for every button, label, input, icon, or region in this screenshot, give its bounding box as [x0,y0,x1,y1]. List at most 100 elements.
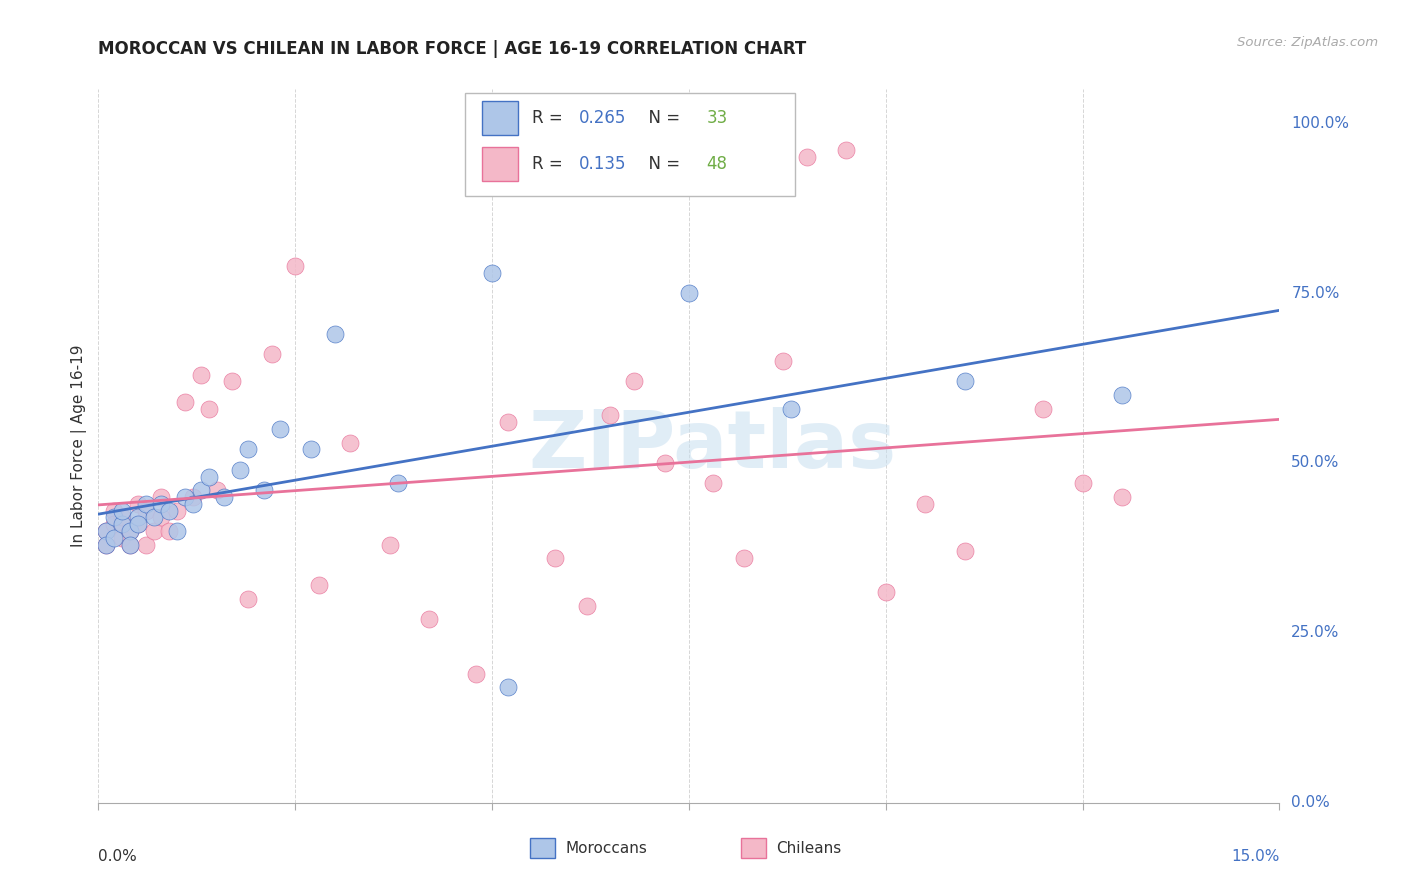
Point [1111,388,1133,402]
Point [190,483,212,498]
Point [157,503,180,517]
Point [127,517,149,532]
Point [127,517,149,532]
Point [118,524,141,538]
Point [284,259,307,273]
Point [229,463,252,477]
Point [236,442,259,457]
Point [269,422,291,436]
Point [96,524,118,538]
Text: 50.0%: 50.0% [1291,456,1340,470]
Point [166,503,188,517]
Text: Chileans: Chileans [776,841,841,855]
Text: 0.0%: 0.0% [1291,796,1330,810]
Text: N =: N = [638,109,686,127]
Point [103,531,125,545]
Text: 15.0%: 15.0% [1232,849,1279,864]
Point [481,266,503,280]
Point [623,375,645,389]
Point [181,490,204,504]
Text: 75.0%: 75.0% [1291,285,1340,301]
Point [914,497,936,511]
Text: 100.0%: 100.0% [1291,116,1350,131]
FancyBboxPatch shape [464,93,796,196]
Text: R =: R = [531,155,568,173]
Point [103,503,125,517]
Point [465,666,488,681]
Point [135,497,157,511]
Text: 33: 33 [707,109,728,127]
Point [253,483,276,498]
Point [190,368,212,382]
Point [308,578,330,592]
Point [96,537,118,551]
Point [127,510,149,524]
Text: N =: N = [638,155,686,173]
Point [150,510,173,524]
Point [953,544,976,558]
Point [953,375,976,389]
Text: Source: ZipAtlas.com: Source: ZipAtlas.com [1237,36,1378,49]
Point [1071,476,1094,491]
Text: 48: 48 [707,155,728,173]
Point [875,585,897,599]
Point [387,476,409,491]
Point [135,537,157,551]
Point [299,442,322,457]
Point [142,524,165,538]
Point [575,599,598,613]
Point [1111,490,1133,504]
Point [214,490,236,504]
Point [174,394,197,409]
Point [221,375,243,389]
Point [118,537,141,551]
Point [796,150,818,164]
Text: R =: R = [531,109,568,127]
Point [733,551,755,566]
Point [323,326,346,341]
Point [166,524,188,538]
Point [1032,401,1054,416]
Bar [482,147,517,181]
Point [260,347,283,361]
Point [135,503,157,517]
Point [496,415,519,429]
Text: 25.0%: 25.0% [1291,625,1340,640]
Point [835,144,858,158]
Text: 0.135: 0.135 [579,155,627,173]
Text: 0.265: 0.265 [579,109,627,127]
Point [678,286,700,301]
Point [544,551,567,566]
Point [378,537,401,551]
Point [118,537,141,551]
Point [111,531,134,545]
Point [197,469,219,483]
Bar [482,101,517,135]
Point [150,490,173,504]
Point [772,354,794,368]
Y-axis label: In Labor Force | Age 16-19: In Labor Force | Age 16-19 [72,344,87,548]
Point [157,524,180,538]
Point [96,524,118,538]
Point [654,456,676,470]
Point [181,497,204,511]
Point [780,401,803,416]
Point [111,503,134,517]
Point [103,510,125,524]
Point [174,490,197,504]
Point [702,476,724,491]
Text: Moroccans: Moroccans [565,841,647,855]
Point [127,497,149,511]
Text: ZIPatlas: ZIPatlas [529,407,897,485]
Point [96,537,118,551]
Point [496,680,519,694]
Point [339,435,361,450]
Text: MOROCCAN VS CHILEAN IN LABOR FORCE | AGE 16-19 CORRELATION CHART: MOROCCAN VS CHILEAN IN LABOR FORCE | AGE… [98,40,807,58]
Point [236,591,259,606]
Point [418,612,440,626]
Point [205,483,228,498]
Point [111,510,134,524]
Point [142,510,165,524]
Point [197,401,219,416]
Point [103,517,125,532]
